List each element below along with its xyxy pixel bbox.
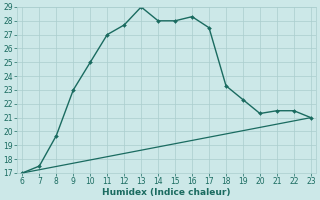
X-axis label: Humidex (Indice chaleur): Humidex (Indice chaleur) — [102, 188, 231, 197]
